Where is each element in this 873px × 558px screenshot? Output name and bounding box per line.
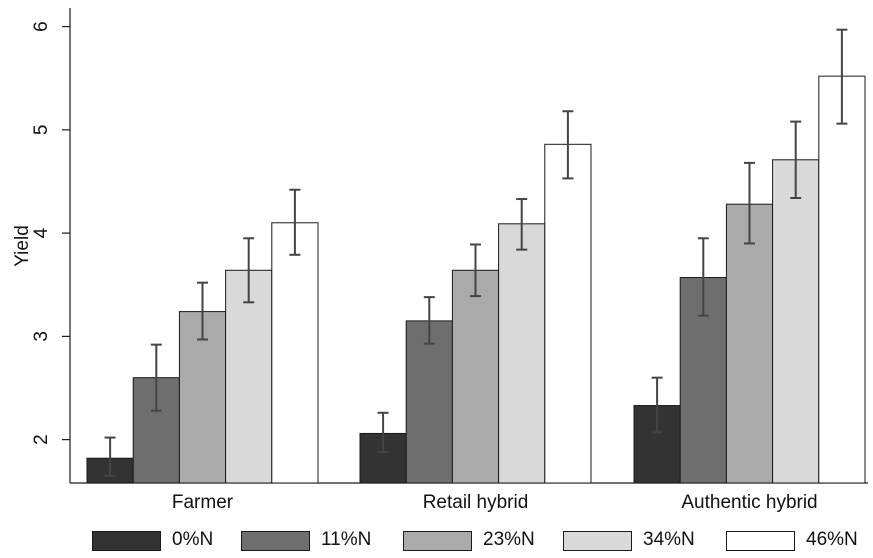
y-tick-label: 6: [31, 21, 52, 32]
y-axis-title: Yield: [12, 225, 33, 267]
legend-swatch-0: [92, 531, 161, 551]
bar-0-3: [225, 269, 273, 484]
bar-1-2: [451, 269, 500, 484]
bar-2-3: [772, 159, 820, 484]
legend-label-4: 46%N: [806, 529, 858, 550]
legend: 0%N 11%N 23%N 34%N 46%N: [0, 528, 873, 554]
category-label-1: Retail hybrid: [423, 492, 529, 513]
y-tick-label: 4: [31, 227, 52, 238]
legend-label-1: 11%N: [321, 529, 372, 550]
bar-1-4: [544, 143, 592, 484]
legend-swatch-3: [563, 531, 632, 551]
legend-swatch-4: [726, 531, 795, 551]
legend-label-3: 34%N: [643, 529, 695, 550]
y-tick-label: 2: [31, 434, 52, 445]
category-label-0: Farmer: [172, 492, 234, 513]
bar-0-4: [271, 222, 319, 484]
bar-2-2: [725, 203, 774, 484]
y-tick-label: 3: [31, 331, 52, 342]
bar-1-1: [405, 320, 453, 484]
bar-2-4: [818, 75, 866, 484]
category-label-2: Authentic hybrid: [681, 492, 817, 513]
legend-swatch-1: [241, 531, 310, 551]
bar-1-3: [498, 223, 546, 484]
bar-chart: 2 3 4 5 6 Yield Farmer Retail hybrid Authentic h…: [12, 8, 868, 513]
error-bars: [104, 28, 848, 477]
y-tick-label: 5: [31, 125, 52, 136]
axis-labels: 2 3 4 5 6 Yield Farmer Retail hybrid Authentic h…: [12, 21, 818, 513]
legend-swatch-2: [403, 531, 472, 551]
legend-label-2: 23%N: [483, 529, 535, 550]
legend-label-0: 0%N: [172, 529, 214, 550]
